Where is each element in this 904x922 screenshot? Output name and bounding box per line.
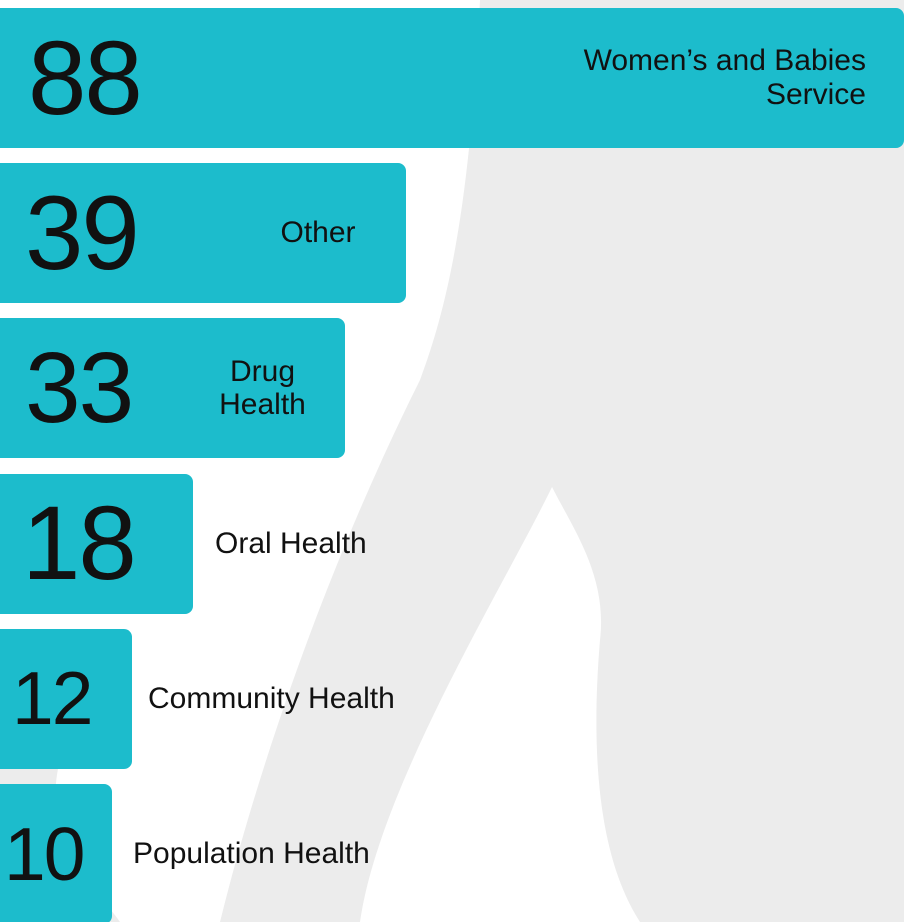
bar bbox=[0, 784, 112, 922]
value-label: 33 bbox=[25, 332, 134, 445]
value-label: 39 bbox=[25, 174, 140, 292]
bar bbox=[0, 8, 904, 148]
decor bbox=[220, 0, 904, 922]
category-label: Other bbox=[280, 216, 356, 250]
bar bbox=[0, 163, 407, 304]
bar bbox=[0, 628, 132, 769]
bar bbox=[0, 473, 193, 614]
category-label: Women’s and Babies Service bbox=[583, 44, 866, 111]
value-label: 12 bbox=[12, 656, 93, 741]
category-label: Oral Health bbox=[215, 526, 367, 560]
value-label: 88 bbox=[28, 19, 143, 137]
value-label: 10 bbox=[4, 811, 85, 896]
value-label: 18 bbox=[22, 485, 137, 603]
bar bbox=[0, 318, 346, 459]
category-label: Population Health bbox=[133, 837, 370, 871]
category-label: Community Health bbox=[148, 682, 395, 715]
category-label: Drug Health bbox=[219, 354, 306, 422]
